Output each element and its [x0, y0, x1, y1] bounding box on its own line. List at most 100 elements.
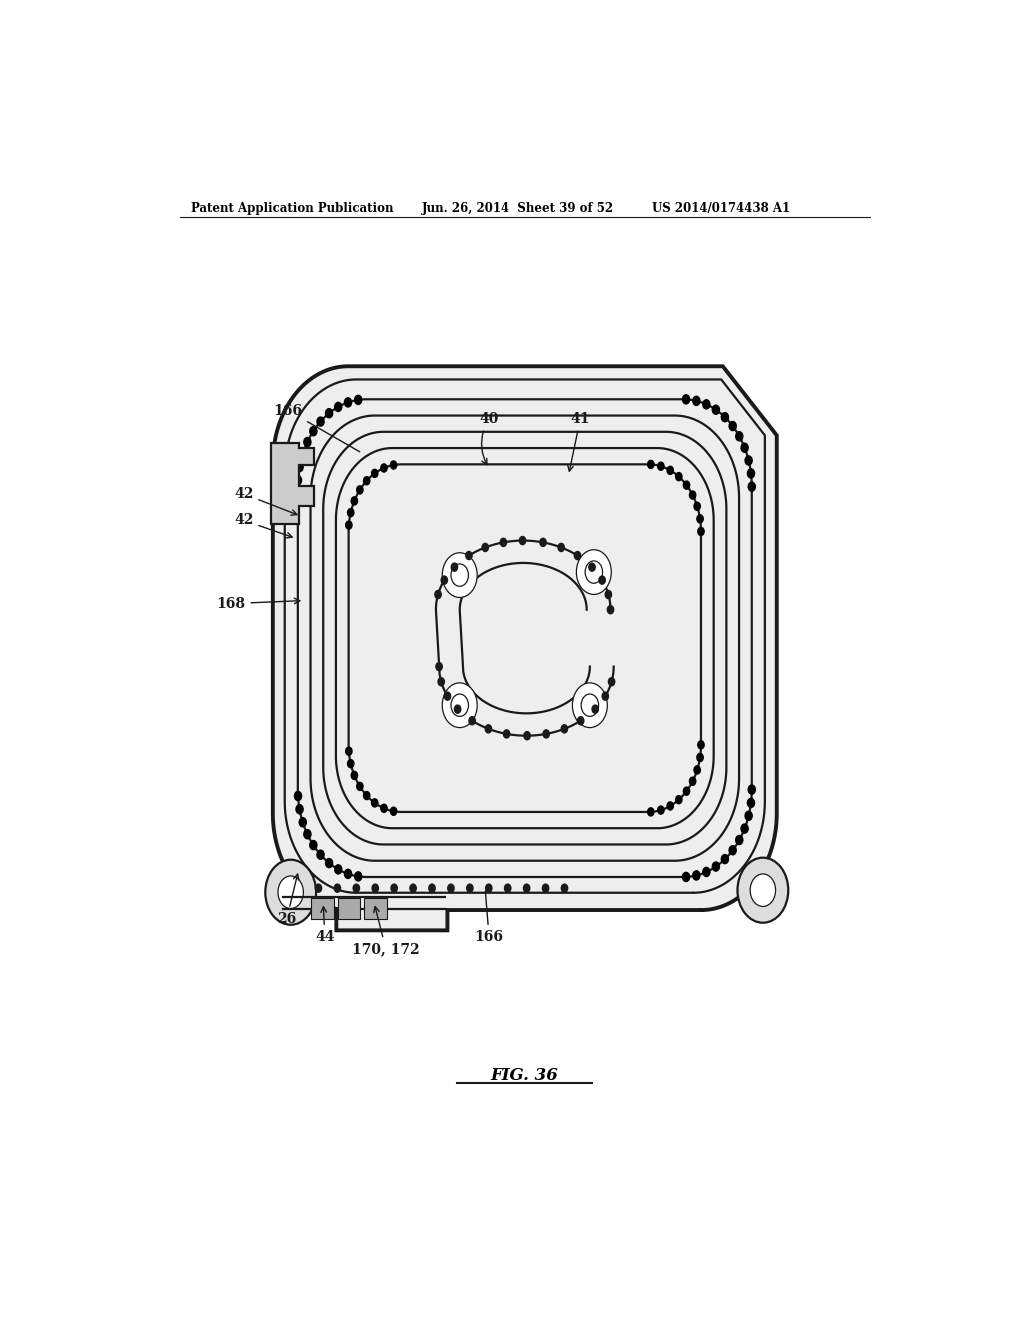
Circle shape	[737, 858, 788, 923]
Circle shape	[676, 796, 682, 804]
Text: 26: 26	[278, 874, 299, 925]
Circle shape	[524, 731, 530, 739]
Circle shape	[543, 730, 549, 738]
Circle shape	[729, 421, 736, 430]
Text: 42: 42	[234, 487, 297, 515]
Circle shape	[485, 884, 492, 892]
Circle shape	[694, 502, 700, 511]
Circle shape	[592, 705, 598, 713]
Circle shape	[304, 830, 311, 838]
Circle shape	[372, 470, 378, 478]
Circle shape	[667, 466, 674, 474]
Circle shape	[317, 850, 325, 859]
Circle shape	[429, 884, 435, 892]
Circle shape	[713, 862, 720, 871]
Circle shape	[455, 705, 461, 713]
Circle shape	[647, 808, 654, 816]
Circle shape	[296, 805, 303, 813]
Circle shape	[602, 692, 608, 700]
Circle shape	[578, 717, 584, 725]
Circle shape	[444, 692, 451, 700]
Circle shape	[296, 462, 303, 471]
Circle shape	[693, 871, 700, 880]
Circle shape	[749, 482, 756, 491]
Circle shape	[466, 552, 472, 560]
Text: Jun. 26, 2014  Sheet 39 of 52: Jun. 26, 2014 Sheet 39 of 52	[422, 202, 613, 215]
Circle shape	[504, 730, 510, 738]
Circle shape	[702, 867, 710, 876]
Circle shape	[467, 884, 473, 892]
Circle shape	[315, 884, 322, 892]
Circle shape	[657, 807, 664, 814]
Circle shape	[344, 870, 351, 878]
Circle shape	[721, 413, 728, 422]
Circle shape	[735, 432, 742, 441]
Text: 40: 40	[479, 412, 499, 465]
Text: US 2014/0174438 A1: US 2014/0174438 A1	[652, 202, 790, 215]
Circle shape	[693, 396, 700, 405]
Circle shape	[694, 766, 700, 774]
Circle shape	[435, 590, 441, 598]
Circle shape	[356, 783, 364, 791]
Circle shape	[523, 884, 529, 892]
Circle shape	[697, 515, 703, 523]
Circle shape	[452, 564, 458, 572]
Circle shape	[364, 477, 370, 484]
Circle shape	[390, 808, 396, 816]
Circle shape	[608, 677, 614, 686]
Circle shape	[485, 725, 492, 733]
Circle shape	[749, 785, 756, 795]
Circle shape	[589, 564, 595, 572]
Circle shape	[697, 528, 705, 536]
Circle shape	[745, 455, 753, 465]
Circle shape	[697, 741, 705, 748]
Circle shape	[295, 792, 302, 801]
Circle shape	[741, 824, 749, 833]
Circle shape	[278, 876, 303, 908]
Circle shape	[335, 865, 342, 874]
Circle shape	[451, 694, 468, 717]
Circle shape	[657, 462, 664, 470]
Circle shape	[372, 799, 378, 807]
Text: 168: 168	[216, 597, 300, 611]
Text: 41: 41	[567, 412, 590, 471]
Circle shape	[410, 884, 417, 892]
Circle shape	[505, 884, 511, 892]
Circle shape	[540, 539, 546, 546]
Circle shape	[543, 884, 549, 892]
Circle shape	[442, 682, 477, 727]
Circle shape	[390, 461, 396, 469]
Circle shape	[346, 747, 352, 755]
Circle shape	[683, 787, 690, 795]
Circle shape	[683, 480, 690, 490]
Polygon shape	[270, 444, 314, 524]
Text: 170, 172: 170, 172	[352, 907, 420, 956]
Circle shape	[441, 576, 447, 585]
Circle shape	[347, 759, 354, 768]
Polygon shape	[365, 899, 387, 919]
Circle shape	[354, 395, 361, 404]
Circle shape	[447, 884, 454, 892]
Text: 166: 166	[273, 404, 359, 451]
Circle shape	[334, 884, 341, 892]
Circle shape	[689, 491, 695, 499]
Circle shape	[304, 437, 311, 446]
Circle shape	[582, 694, 599, 717]
Circle shape	[265, 859, 316, 925]
Circle shape	[438, 677, 444, 686]
Circle shape	[558, 544, 564, 552]
Circle shape	[346, 521, 352, 529]
Text: Patent Application Publication: Patent Application Publication	[191, 202, 394, 215]
Circle shape	[442, 553, 477, 598]
Circle shape	[310, 426, 317, 436]
Circle shape	[326, 858, 333, 867]
Circle shape	[748, 469, 755, 478]
Circle shape	[682, 873, 689, 882]
Circle shape	[356, 486, 364, 494]
Circle shape	[574, 552, 581, 560]
Circle shape	[713, 405, 720, 414]
Circle shape	[577, 549, 611, 594]
Circle shape	[572, 682, 607, 727]
Polygon shape	[272, 366, 777, 931]
Circle shape	[344, 397, 351, 407]
